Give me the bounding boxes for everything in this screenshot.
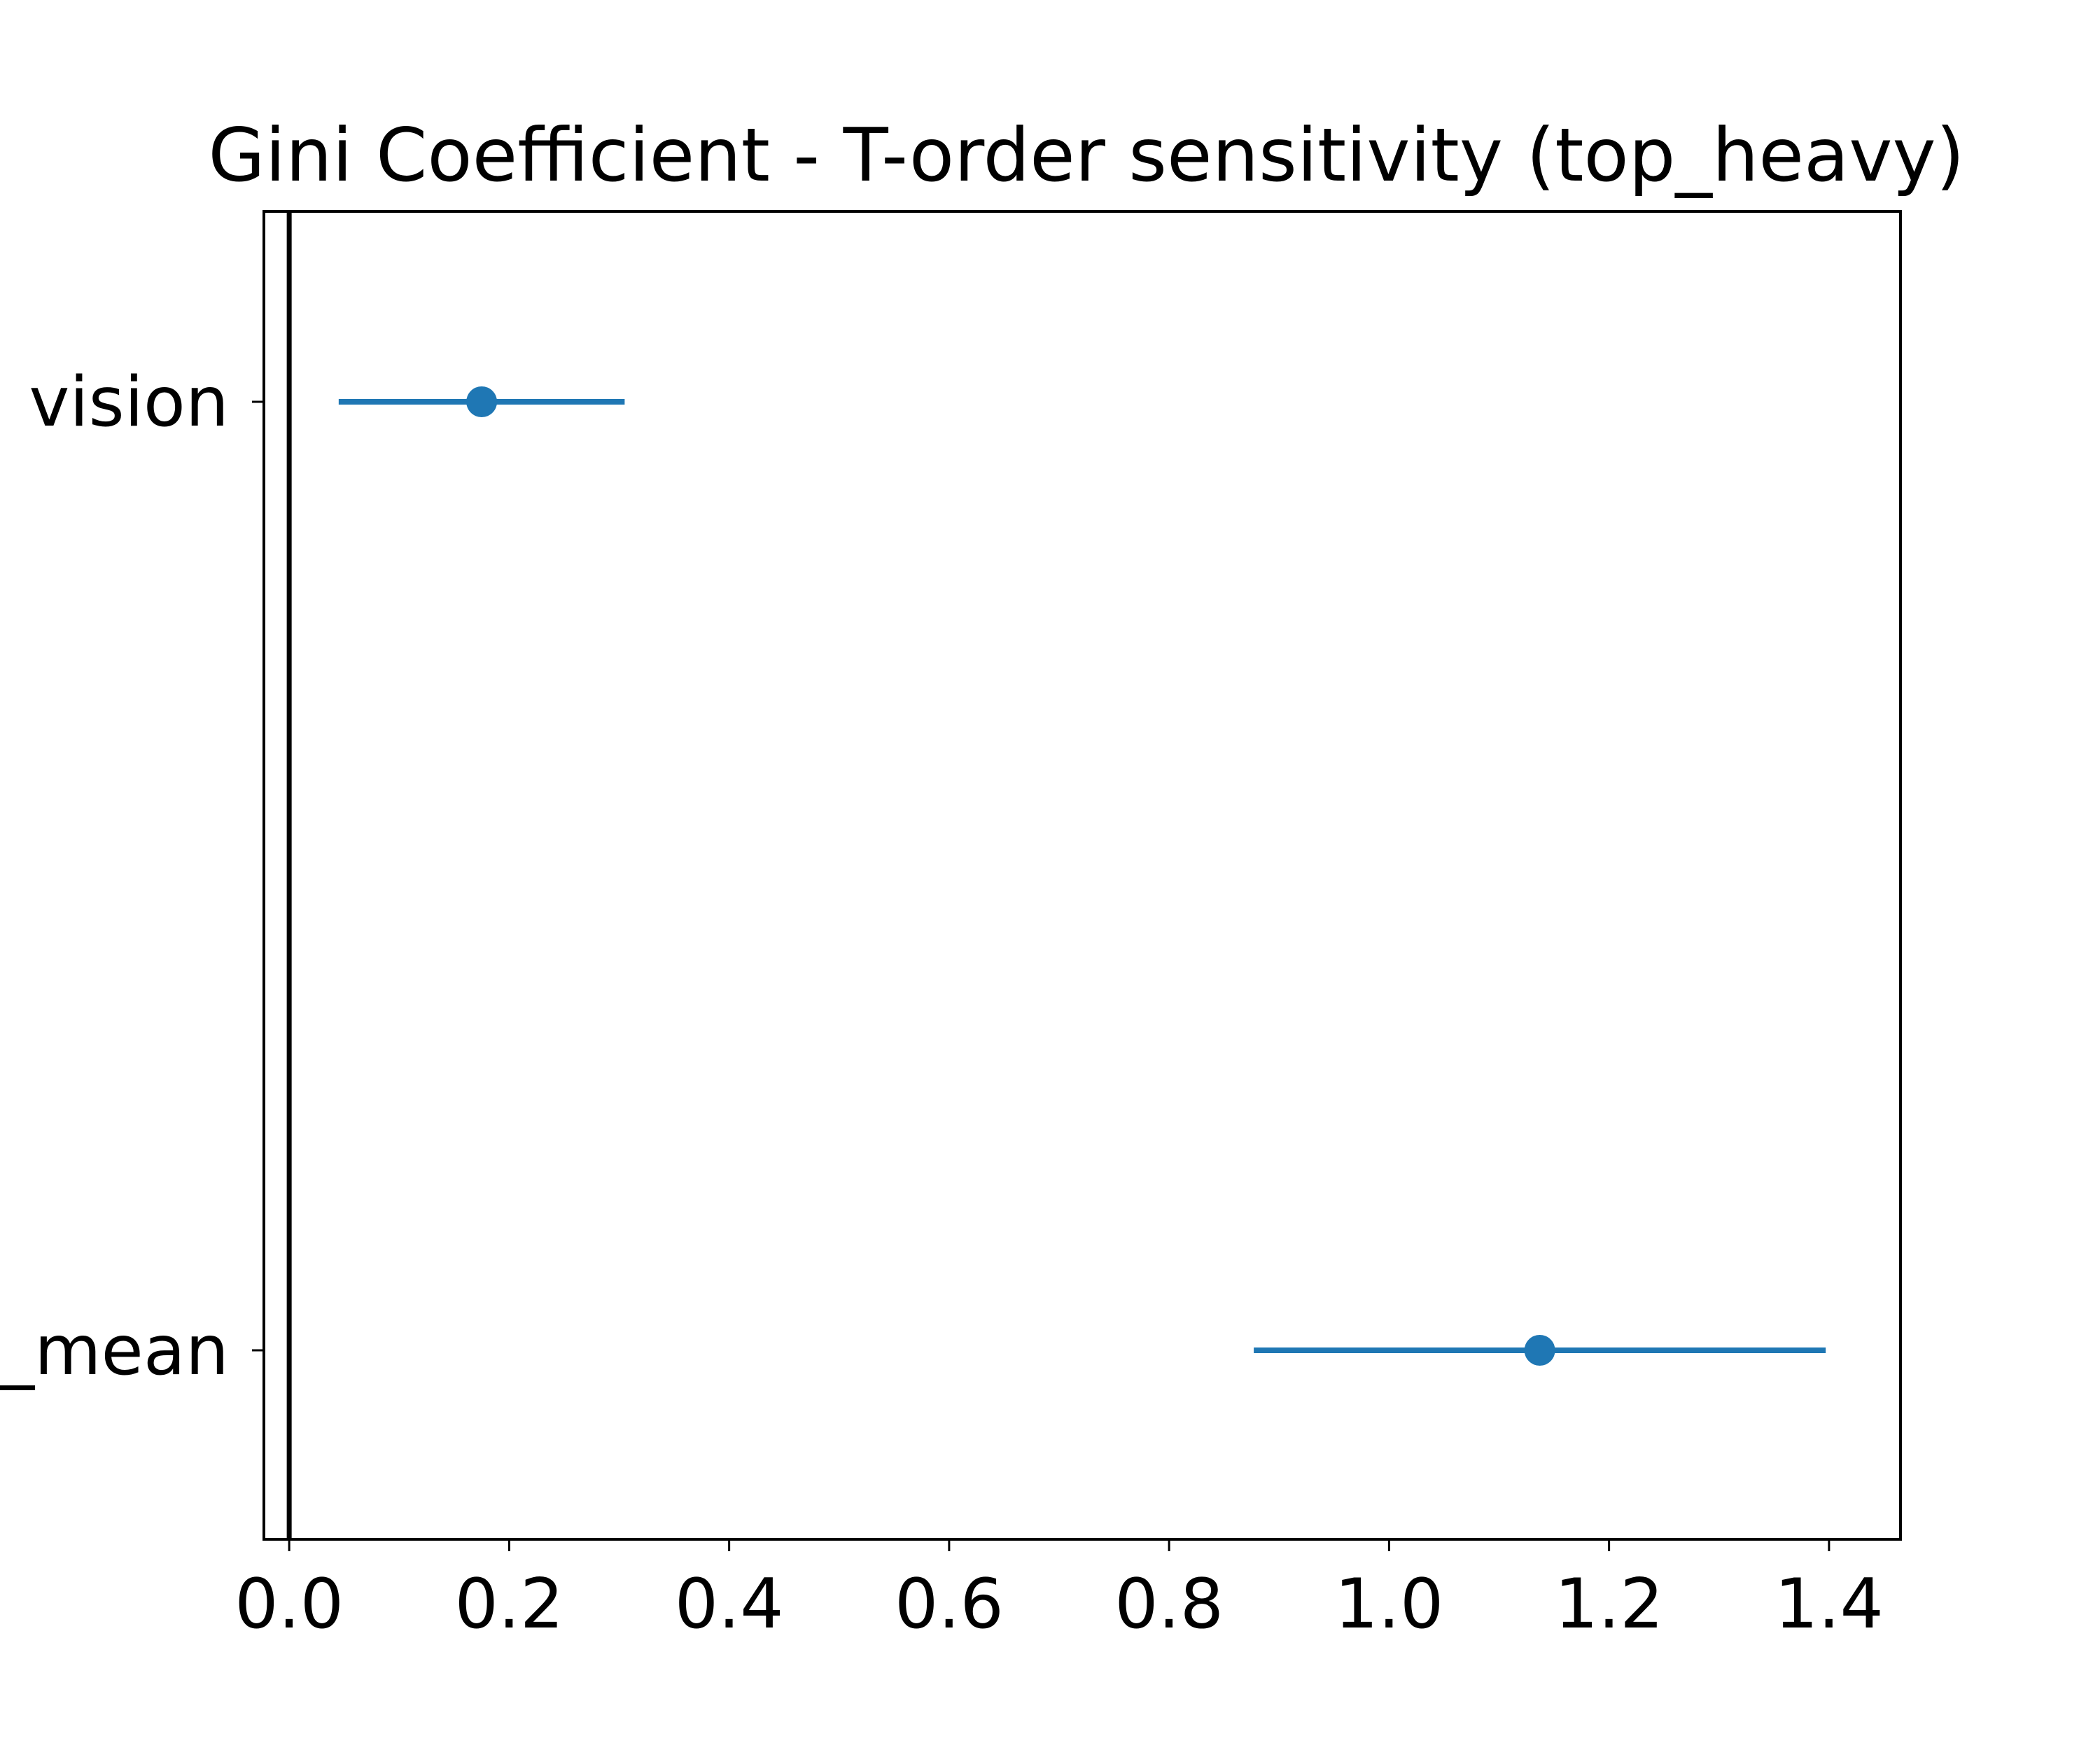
- chart-title: Gini Coefficient - T-order sensitivity (…: [208, 113, 1964, 198]
- x-tick-label: 0.8: [1114, 1564, 1224, 1644]
- x-tick-label: 1.2: [1555, 1564, 1664, 1644]
- plot-area: 0.0 0.2 0.4 0.6 0.8 1.0 1.2 1.4 vision _mean: [0, 211, 1884, 1644]
- y-tick-label: _mean: [0, 1311, 229, 1391]
- x-tick-label: 1.0: [1334, 1564, 1443, 1644]
- x-tick-label: 0.4: [675, 1564, 784, 1644]
- x-tick-label: 0.0: [234, 1564, 344, 1644]
- x-tick-label: 0.6: [895, 1564, 1004, 1644]
- y-tick-label: vision: [29, 363, 229, 442]
- x-tick-label: 1.4: [1774, 1564, 1884, 1644]
- axes-frame: [262, 210, 1902, 1541]
- point-marker: [466, 386, 498, 417]
- x-tick-label: 0.2: [454, 1564, 564, 1644]
- point-marker: [1524, 1335, 1555, 1366]
